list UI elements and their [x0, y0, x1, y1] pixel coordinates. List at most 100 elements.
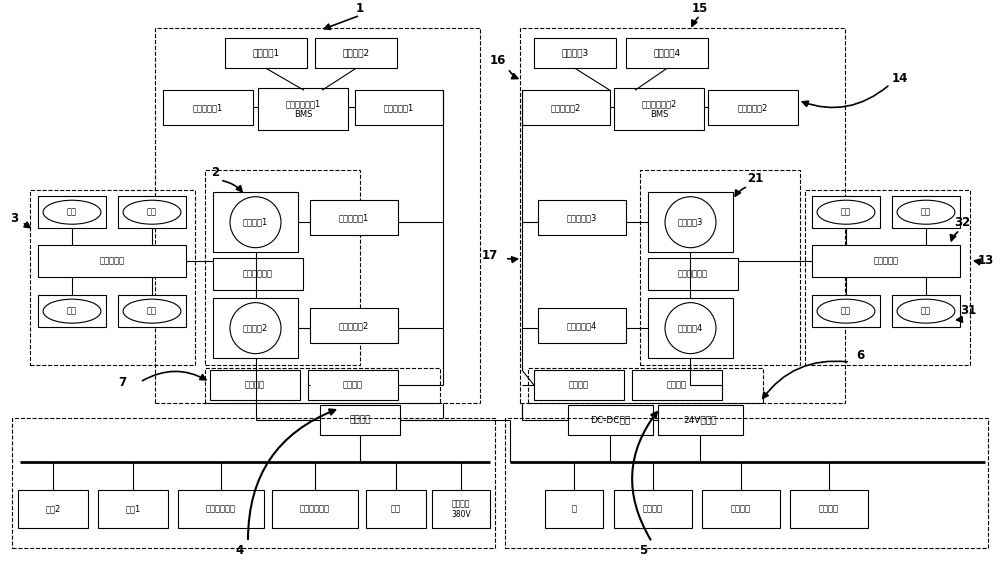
Bar	[568, 405, 653, 435]
Text: 牵引电机2: 牵引电机2	[243, 324, 268, 333]
Text: 14: 14	[892, 72, 908, 85]
Bar	[308, 370, 398, 400]
Bar	[632, 370, 722, 400]
Text: 风扇水泵: 风扇水泵	[731, 504, 751, 513]
Text: 灯: 灯	[572, 504, 576, 513]
Text: 对外供电
380V: 对外供电 380V	[451, 499, 471, 519]
Text: 充电插座3: 充电插座3	[561, 49, 589, 58]
Text: 制动单元: 制动单元	[343, 380, 363, 389]
Bar	[522, 90, 610, 125]
Bar	[205, 368, 440, 403]
Bar	[366, 490, 426, 528]
Bar	[225, 38, 307, 68]
Text: 1: 1	[356, 2, 364, 15]
Bar	[213, 192, 298, 252]
Text: 车轮: 车轮	[147, 208, 157, 217]
Text: 13: 13	[978, 254, 994, 266]
Text: 16: 16	[490, 54, 506, 67]
Bar	[658, 405, 743, 435]
Text: 空调2: 空调2	[45, 504, 61, 513]
Text: 控制电路: 控制电路	[819, 504, 839, 513]
Bar	[648, 298, 733, 358]
Text: 3: 3	[10, 211, 18, 225]
Bar	[640, 170, 800, 365]
Bar	[310, 308, 398, 343]
Text: 2: 2	[211, 165, 219, 179]
Bar	[18, 490, 88, 528]
Bar	[648, 258, 738, 290]
Bar	[178, 490, 264, 528]
Text: 动力电池组1: 动力电池组1	[193, 103, 223, 112]
Bar	[790, 490, 868, 528]
Bar	[805, 190, 970, 365]
Text: 15: 15	[692, 2, 708, 15]
Bar	[38, 295, 106, 327]
Text: 车轮: 车轮	[841, 307, 851, 316]
Bar	[432, 490, 490, 528]
Text: 车轮: 车轮	[147, 307, 157, 316]
Text: 空调1: 空调1	[125, 504, 141, 513]
Text: 21: 21	[747, 172, 763, 185]
Text: 辅助逆变: 辅助逆变	[349, 416, 371, 425]
Text: 空压机（主）: 空压机（主）	[206, 504, 236, 513]
Bar	[315, 38, 397, 68]
Text: 车轴齿轮箱: 车轴齿轮箱	[100, 257, 124, 266]
Bar	[708, 90, 798, 125]
Text: 双输入减速箱: 双输入减速箱	[678, 270, 708, 279]
Text: 空压机（备）: 空压机（备）	[300, 504, 330, 513]
Text: 高压配电柜1: 高压配电柜1	[384, 103, 414, 112]
Bar	[892, 196, 960, 228]
Bar	[272, 490, 358, 528]
Text: 蓄电池汇流箱1
BMS: 蓄电池汇流箱1 BMS	[285, 99, 321, 119]
Bar	[812, 295, 880, 327]
Bar	[538, 200, 626, 235]
Bar	[534, 38, 616, 68]
Text: 车轴齿轮箱: 车轴齿轮箱	[874, 257, 898, 266]
Bar	[812, 196, 880, 228]
Text: 蓄电池汇流箱2
BMS: 蓄电池汇流箱2 BMS	[641, 99, 677, 119]
Text: 5: 5	[639, 544, 647, 557]
Text: 车轮: 车轮	[67, 208, 77, 217]
Bar	[205, 170, 360, 365]
Bar	[626, 38, 708, 68]
Bar	[812, 245, 960, 277]
Bar	[258, 88, 348, 130]
Bar	[163, 90, 253, 125]
Bar	[648, 192, 733, 252]
Bar	[213, 258, 303, 290]
Text: 制动单元: 制动单元	[569, 380, 589, 389]
Bar	[118, 295, 186, 327]
Bar	[534, 370, 624, 400]
Text: 24V蓄电池: 24V蓄电池	[684, 416, 717, 425]
Text: 车轮: 车轮	[921, 307, 931, 316]
Text: 牵引电机4: 牵引电机4	[678, 324, 703, 333]
Text: 牵引逆变器3: 牵引逆变器3	[567, 213, 597, 222]
Text: 双输入减速箱: 双输入减速箱	[243, 270, 273, 279]
Bar	[155, 28, 480, 403]
Text: 6: 6	[856, 348, 864, 362]
Text: 制动电阻: 制动电阻	[667, 380, 687, 389]
Text: 4: 4	[236, 544, 244, 557]
Text: 辅助电器: 辅助电器	[643, 504, 663, 513]
Bar	[528, 368, 763, 403]
Bar	[614, 88, 704, 130]
Text: 7: 7	[118, 376, 126, 389]
Text: 牵引逆变器1: 牵引逆变器1	[339, 213, 369, 222]
Text: 动力电池组2: 动力电池组2	[738, 103, 768, 112]
Bar	[310, 200, 398, 235]
Text: 车轮: 车轮	[67, 307, 77, 316]
Text: 高压配电柜2: 高压配电柜2	[551, 103, 581, 112]
Bar	[545, 490, 603, 528]
Bar	[614, 490, 692, 528]
Bar	[98, 490, 168, 528]
Text: 充电插座1: 充电插座1	[252, 49, 280, 58]
Text: 牵引电机3: 牵引电机3	[678, 218, 703, 227]
Bar	[30, 190, 195, 365]
Text: 制动电阻: 制动电阻	[245, 380, 265, 389]
Text: 车轮: 车轮	[841, 208, 851, 217]
Bar	[118, 196, 186, 228]
Bar	[505, 418, 988, 548]
Bar	[520, 28, 845, 403]
Text: 17: 17	[482, 249, 498, 261]
Bar	[12, 418, 495, 548]
